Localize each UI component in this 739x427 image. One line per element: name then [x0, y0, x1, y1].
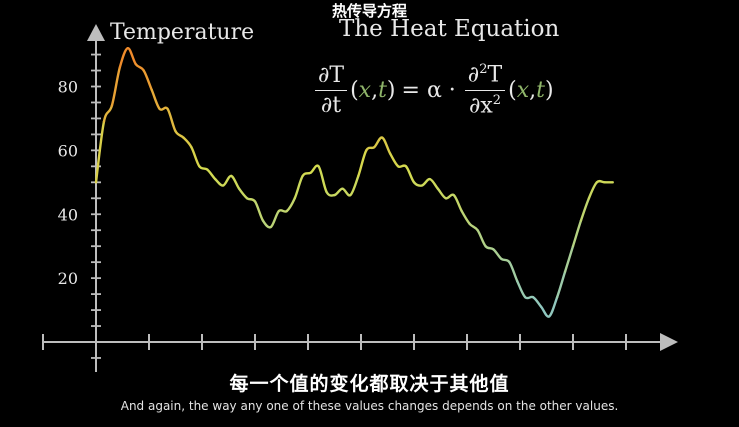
chart-axes [42, 24, 678, 372]
lhs-args-open: ( [350, 77, 359, 103]
temperature-line-segment [492, 248, 503, 261]
x-axis-arrow [660, 333, 678, 351]
temperature-line-segment [118, 46, 129, 69]
english-title: The Heat Equation [339, 16, 560, 42]
temperature-line-segment [317, 165, 328, 194]
temperature-line-segment [524, 295, 535, 300]
temperature-line-segment [595, 179, 606, 184]
temperature-line-segment [532, 296, 543, 309]
temperature-line-segment [214, 177, 225, 187]
temperature-line-segment [508, 260, 519, 283]
temperature-line-segment [516, 280, 527, 299]
temperature-line-segment [261, 219, 273, 229]
temperature-line-segment [571, 219, 583, 248]
y-tick-label: 80 [58, 78, 78, 97]
lhs-args-close: ) [386, 77, 396, 103]
temperature-line-segment [309, 164, 320, 174]
temperature-line-segment [269, 209, 281, 229]
temperature-line-segment [436, 187, 447, 200]
temperature-line-segment [206, 168, 217, 181]
rhs-comma: , [529, 77, 537, 103]
temperature-line-segment [555, 270, 567, 299]
heat-equation: ∂T ∂t ( x , t ) = α · ∂2T ∂x2 ( x , t ) [312, 58, 554, 122]
chart-series [94, 46, 614, 318]
rhs-numerator: ∂2T [464, 62, 506, 91]
temperature-line-segment [357, 149, 368, 178]
temperature-line-segment [150, 88, 161, 111]
temperature-line-segment [460, 209, 471, 226]
temperature-line-segment [293, 174, 304, 200]
temperature-line-segment [301, 171, 312, 178]
temperature-line-segment [229, 174, 241, 190]
rhs-denominator-partial: ∂x [468, 92, 493, 118]
rhs-numerator-var: T [487, 62, 503, 88]
temperature-line-segment [452, 193, 463, 213]
lhs-comma: , [371, 77, 379, 103]
temperature-line-segment [110, 66, 122, 107]
y-axis-label: Temperature [110, 20, 255, 45]
temperature-line-segment [126, 46, 137, 66]
temperature-line-segment [198, 165, 209, 171]
temperature-line-segment [500, 257, 511, 264]
temperature-line-segment [174, 130, 185, 139]
y-tick-label: 60 [58, 141, 78, 160]
temperature-line-segment [404, 165, 416, 184]
temperature-line-segment [94, 120, 106, 184]
temperature-line-segment [484, 244, 495, 251]
temperature-line-segment [134, 62, 145, 72]
temperature-line-segment [349, 174, 360, 197]
rhs-denominator-power: 2 [492, 92, 502, 108]
subtitle-english: And again, the way any one of these valu… [120, 399, 619, 413]
temperature-line-segment [428, 177, 440, 190]
chart-ticks: 20 40 60 80 [42, 53, 627, 359]
rhs-arg-t: t [536, 77, 546, 103]
temperature-line-segment [412, 181, 424, 187]
lhs-numerator: ∂T [315, 63, 348, 91]
rhs-args-close: ) [545, 77, 554, 103]
temperature-line-segment [142, 69, 153, 91]
lhs-fraction: ∂T ∂t [315, 63, 348, 118]
rhs-denominator: ∂x2 [466, 91, 504, 118]
y-tick-label: 40 [58, 205, 78, 224]
temperature-line-segment [381, 136, 392, 155]
temperature-line-segment [285, 197, 296, 213]
temperature-line-segment [190, 145, 201, 168]
subtitle-chinese: 每一个值的变化都取决于其他值 [229, 373, 510, 395]
temperature-line-segment [579, 197, 591, 222]
temperature-line-segment [341, 187, 352, 197]
temperature-line-segment [365, 145, 376, 152]
temperature-line-segment [253, 200, 265, 222]
y-axis-arrow [87, 24, 105, 41]
lhs-arg-t: t [378, 77, 387, 103]
rhs-fraction: ∂2T ∂x2 [464, 62, 506, 118]
chinese-title: 热传导方程 [331, 2, 407, 20]
lhs-denominator: ∂t [320, 92, 342, 118]
rhs-numerator-power: 2 [479, 62, 488, 78]
temperature-line-segment [166, 107, 177, 133]
temperature-line-segment [388, 152, 400, 168]
rhs-args-open: ( [508, 77, 517, 103]
temperature-line-segment [540, 305, 551, 318]
temperature-line-segment [547, 296, 559, 318]
y-tick-label: 20 [58, 269, 78, 288]
lhs-arg-x: x [358, 77, 372, 103]
rhs-arg-x: x [516, 77, 530, 103]
temperature-line-segment [237, 187, 249, 200]
rhs-numerator-partial: ∂ [467, 62, 480, 88]
temperature-line-segment [245, 197, 257, 203]
temperature-line-segment [373, 136, 384, 149]
temperature-line-segment [102, 104, 114, 123]
temperature-line-segment [222, 174, 233, 187]
temperature-line-segment [468, 222, 479, 232]
temperature-line-segment [587, 181, 599, 200]
temperature-line-segment [476, 229, 487, 248]
temperature-line-segment [182, 136, 193, 149]
temperature-line-segment [420, 177, 432, 187]
temperature-line-segment [333, 187, 344, 197]
equals-alpha-dot: = α · [401, 77, 456, 103]
temperature-line-segment [563, 244, 575, 273]
